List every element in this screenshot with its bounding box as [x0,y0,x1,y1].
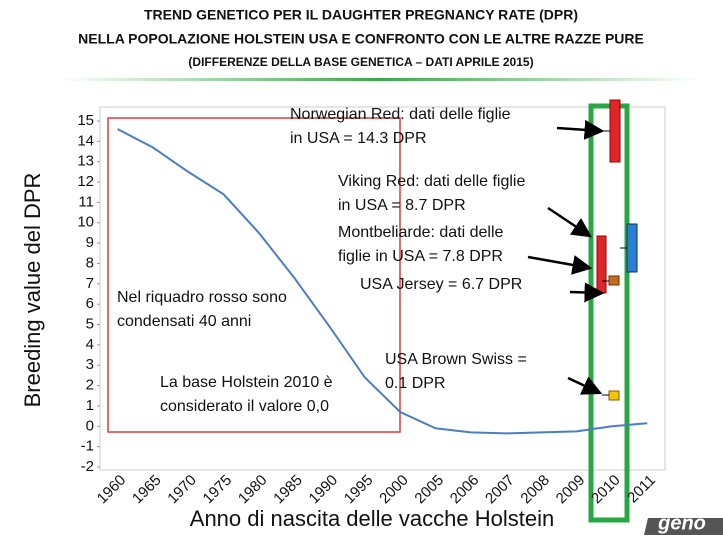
y-tick-label: 0 [86,417,94,434]
annotation: condensati 40 anni [117,313,251,330]
y-tick-label: 15 [77,112,94,129]
arrow [527,255,593,275]
x-tick-label: 1980 [235,472,271,508]
x-tick-label: 2009 [553,472,589,508]
annotation: figlie in USA = 7.8 DPR [338,248,503,265]
x-tick-label: 2000 [376,472,412,508]
annotation: considerato il valore 0,0 [160,398,329,415]
arrow [556,119,605,140]
brownswiss-bar [608,390,620,401]
x-tick-label: 1990 [306,472,342,508]
arrow [567,376,603,395]
y-tick-label: 10 [77,214,94,231]
annotation: 0.1 DPR [385,375,445,392]
x-tick-label: 1960 [94,472,130,508]
y-axis-label: Breeding value del DPR [20,173,45,408]
annotation: in USA = 8.7 DPR [338,197,466,214]
y-tick-label: 5 [86,315,94,332]
y-tick-label: 4 [86,336,94,353]
y-tick-label: 2 [86,377,94,394]
y-tick-label: 8 [86,254,94,271]
y-tick-label: -1 [81,438,94,455]
x-tick-label: 1975 [200,472,236,508]
x-tick-label: 1970 [164,472,200,508]
x-tick-label: 2007 [482,472,518,508]
y-tick-label: 12 [77,173,94,190]
annotation: Viking Red: dati delle figlie [338,173,525,190]
x-tick-label: 1985 [270,472,306,508]
arrows [527,119,605,395]
viking-bar [596,235,607,294]
x-tick-label: 2006 [447,472,483,508]
title-line: TREND GENETICO PER IL DAUGHTER PREGNANCY… [144,7,578,23]
y-tick-label: 9 [86,234,94,251]
logo: geno [657,512,706,534]
arrow [547,206,593,238]
x-tick-label: 2008 [517,472,553,508]
norwegian-bar [609,99,621,163]
annotation: in USA = 14.3 DPR [290,130,427,147]
red-box [107,117,401,433]
annotation: Norwegian Red: dati delle figlie [290,106,511,123]
title-line: NELLA POPOLAZIONE HOLSTEIN USA E CONFRON… [78,31,644,47]
title-rule [60,78,700,81]
y-tick-label: 7 [86,275,94,292]
annotation: La base Holstein 2010 è [160,374,333,391]
x-tick-label: 1965 [129,472,165,508]
plot-frame [99,106,666,471]
x-axis-label: Anno di nascita delle vacche Holstein [190,506,554,531]
y-tick-label: 14 [77,132,94,149]
y-tick-label: 1 [86,397,94,414]
annotation: Montbeliarde: dati delle [338,224,504,241]
y-tick-label: 11 [78,193,94,210]
x-tick-label: 1995 [341,472,377,508]
subtitle: (DIFFERENZE DELLA BASE GENETICA – DATI A… [188,55,533,69]
jersey-bar [608,275,620,286]
montbeliarde-bar [626,223,638,273]
y-tick-label: -2 [81,458,94,475]
logo-bg [644,518,723,535]
y-tick-label: 3 [86,356,94,373]
annotation: Nel riquadro rosso sono [117,289,287,306]
x-tick-label: 2005 [411,472,447,508]
green-box [588,103,630,523]
data-line [117,128,648,435]
y-tick-label: 13 [77,153,94,170]
arrow [569,282,605,303]
y-tick-label: 6 [86,295,94,312]
annotation: USA Jersey = 6.7 DPR [360,276,522,293]
annotation: USA Brown Swiss = [385,351,527,368]
breed-bars [596,99,638,401]
